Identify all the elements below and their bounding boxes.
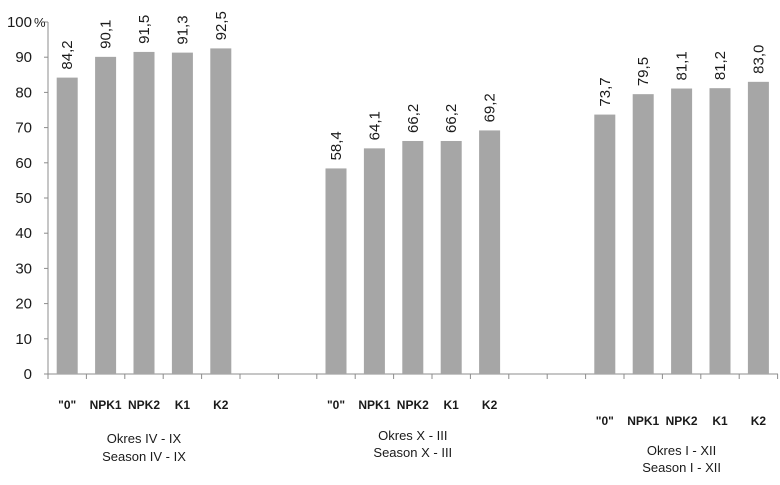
y-tick-label: 90	[15, 49, 32, 66]
bar	[479, 130, 501, 374]
group-label-line2: Season I - XII	[642, 460, 721, 475]
y-tick-label: 0	[24, 366, 32, 383]
category-label: K1	[175, 398, 191, 412]
y-unit-label: %	[34, 15, 46, 30]
bar-value-label: 58,4	[328, 131, 345, 160]
category-label: "0"	[58, 398, 76, 412]
bar-value-label: 66,2	[405, 104, 422, 133]
bar	[363, 148, 385, 374]
group-label-line2: Season IV - IX	[102, 449, 186, 464]
category-labels: "0" NPK1 NPK2 K1 K2 "0" NPK1 NPK2 K1 K2 "0" NPK1 NPK…	[58, 398, 766, 428]
bar-value-label: 92,5	[213, 11, 230, 40]
y-tick-label: 80	[15, 84, 32, 101]
bar	[594, 114, 616, 375]
y-tick-label: 50	[15, 190, 32, 207]
bars	[56, 48, 769, 375]
x-axis-ticks	[47, 374, 779, 379]
bar	[440, 140, 462, 374]
bar	[325, 168, 347, 374]
bar-value-label: 90,1	[98, 20, 115, 49]
group-label-line1: Okres X - III	[378, 428, 447, 443]
bar-value-label: 64,1	[366, 111, 383, 140]
bar-value-label: 81,1	[674, 51, 691, 80]
bar	[671, 88, 693, 374]
category-label: K2	[751, 414, 767, 428]
y-tick-label: 70	[15, 120, 32, 137]
bar-value-label: 84,2	[59, 40, 76, 69]
category-label: K1	[444, 398, 460, 412]
group-label-line2: Season X - III	[373, 445, 452, 460]
bar	[95, 56, 117, 375]
y-tick-label: 20	[15, 296, 32, 313]
y-tick-label: 10	[15, 331, 32, 348]
bar	[133, 51, 155, 375]
bar	[709, 88, 731, 375]
group-labels: Okres IV - IX Season IV - IX Okres X - III…	[102, 428, 721, 475]
bar	[171, 52, 193, 375]
category-label: NPK1	[90, 398, 122, 412]
bar	[747, 81, 769, 374]
bar-value-label: 69,2	[482, 93, 499, 122]
category-label: NPK2	[397, 398, 429, 412]
category-label: K2	[213, 398, 229, 412]
bar-value-label: 81,2	[712, 51, 729, 80]
y-axis: 0 10 20 30 40 50 60 70 80 90 100%	[7, 14, 48, 383]
y-tick-label: 30	[15, 260, 32, 277]
group-label-line1: Okres IV - IX	[107, 431, 182, 446]
bar-value-label: 66,2	[443, 104, 460, 133]
category-label: NPK1	[627, 414, 659, 428]
category-label: NPK1	[358, 398, 390, 412]
category-label: "0"	[327, 398, 345, 412]
bar	[210, 48, 232, 375]
bar	[402, 140, 424, 374]
bar-value-label: 73,7	[597, 77, 614, 106]
bar-value-label: 79,5	[635, 57, 652, 86]
bar-value-label: 83,0	[750, 45, 767, 74]
category-label: NPK2	[666, 414, 698, 428]
y-tick-label: 60	[15, 155, 32, 172]
category-label: K1	[712, 414, 728, 428]
value-labels: 84,2 90,1 91,5 91,3 92,5 58,4 64,1 66,2 66,2 69,2…	[59, 11, 767, 160]
y-tick-label: 100	[7, 14, 32, 31]
category-label: K2	[482, 398, 498, 412]
bar	[56, 77, 78, 374]
category-label: "0"	[596, 414, 614, 428]
category-label: NPK2	[128, 398, 160, 412]
group-label-line1: Okres I - XII	[647, 443, 716, 458]
bar-value-label: 91,5	[136, 15, 153, 44]
bar-value-label: 91,3	[174, 15, 191, 44]
bar	[632, 94, 654, 374]
y-tick-label: 40	[15, 225, 32, 242]
